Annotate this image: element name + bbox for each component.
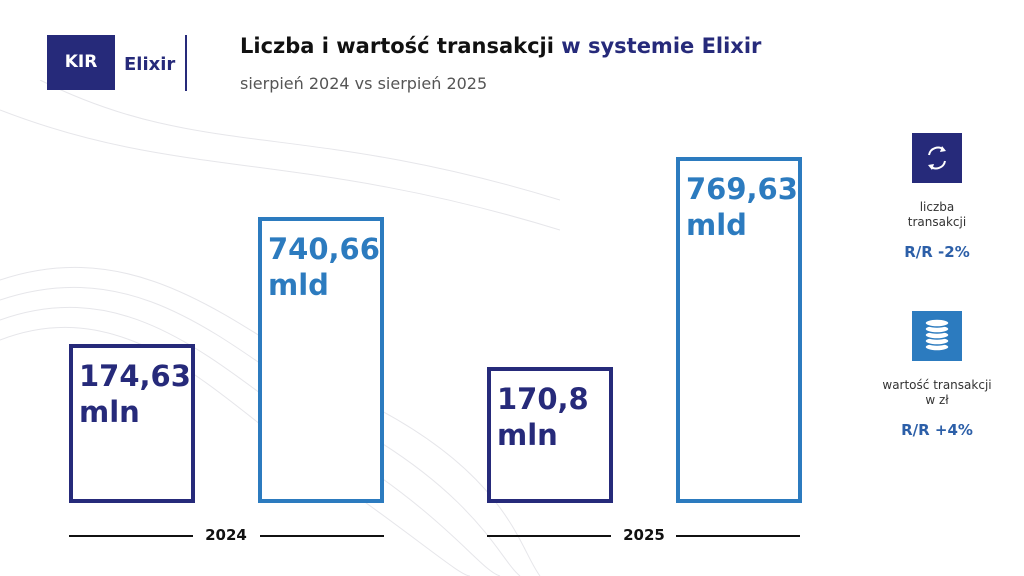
box-value: 769,63: [686, 172, 798, 206]
side-label: wartość transakcji w zł: [860, 378, 1014, 408]
year-rule: [676, 535, 800, 537]
box-unit: mld: [686, 208, 747, 242]
title: Liczba i wartość transakcji w systemie E…: [240, 34, 761, 58]
box-value: 740,66: [268, 232, 380, 266]
side-change: R/R -2%: [904, 243, 970, 261]
label-line: transakcji: [907, 215, 967, 229]
value-box: 740,66 mld: [258, 217, 384, 503]
box-value: 170,8: [497, 382, 589, 416]
year-rule: [487, 535, 611, 537]
title-main: Liczba i wartość transakcji: [240, 34, 554, 58]
year-rule: [69, 535, 193, 537]
value-box: 174,63 mln: [69, 344, 195, 503]
year-rule: [260, 535, 384, 537]
value-box: 769,63 mld: [676, 157, 802, 503]
year-label: 2024: [205, 526, 247, 544]
year-label: 2025: [623, 526, 665, 544]
divider: [185, 35, 187, 91]
box-value: 174,63: [79, 359, 191, 393]
label-line: w zł: [925, 393, 949, 407]
side-label: liczba transakcji: [860, 200, 1014, 230]
value-icon: [912, 311, 962, 361]
value-box: 170,8 mln: [487, 367, 613, 503]
label-line: liczba: [919, 200, 955, 214]
subtitle: sierpień 2024 vs sierpień 2025: [240, 74, 488, 93]
label-line: wartość transakcji: [882, 378, 992, 392]
box-unit: mln: [497, 418, 558, 452]
box-unit: mld: [268, 268, 329, 302]
box-unit: mln: [79, 395, 140, 429]
side-change: R/R +4%: [901, 421, 973, 439]
brand: Elixir: [124, 54, 176, 75]
count-icon: [912, 133, 962, 183]
logo: KIR: [47, 35, 115, 90]
title-highlight: w systemie Elixir: [561, 34, 762, 58]
